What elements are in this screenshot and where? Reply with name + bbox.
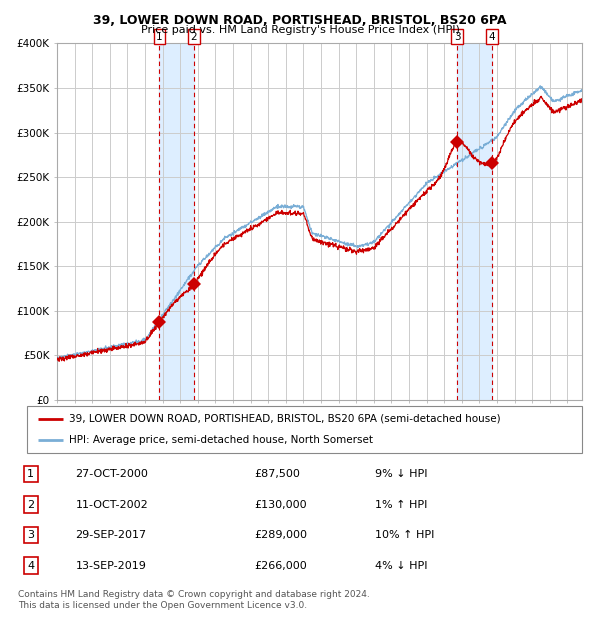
Text: 1% ↑ HPI: 1% ↑ HPI: [375, 500, 427, 510]
Text: This data is licensed under the Open Government Licence v3.0.: This data is licensed under the Open Gov…: [18, 601, 307, 611]
Text: 10% ↑ HPI: 10% ↑ HPI: [375, 530, 434, 540]
Bar: [160, 43, 194, 400]
Text: 3: 3: [27, 530, 34, 540]
Text: 11-OCT-2002: 11-OCT-2002: [76, 500, 148, 510]
Text: 39, LOWER DOWN ROAD, PORTISHEAD, BRISTOL, BS20 6PA (semi-detached house): 39, LOWER DOWN ROAD, PORTISHEAD, BRISTOL…: [68, 414, 500, 423]
FancyBboxPatch shape: [27, 406, 582, 453]
Text: 29-SEP-2017: 29-SEP-2017: [76, 530, 147, 540]
Text: 2: 2: [191, 32, 197, 42]
Text: 1: 1: [156, 32, 163, 42]
Text: Contains HM Land Registry data © Crown copyright and database right 2024.: Contains HM Land Registry data © Crown c…: [18, 590, 370, 600]
Bar: [457, 43, 492, 400]
Text: 9% ↓ HPI: 9% ↓ HPI: [375, 469, 428, 479]
Text: £289,000: £289,000: [254, 530, 307, 540]
Text: 3: 3: [454, 32, 461, 42]
Text: Price paid vs. HM Land Registry's House Price Index (HPI): Price paid vs. HM Land Registry's House …: [140, 25, 460, 35]
Text: 2: 2: [27, 500, 34, 510]
Text: 27-OCT-2000: 27-OCT-2000: [76, 469, 148, 479]
Text: £87,500: £87,500: [254, 469, 300, 479]
Text: 4: 4: [27, 560, 34, 570]
Text: 4% ↓ HPI: 4% ↓ HPI: [375, 560, 428, 570]
Text: 1: 1: [27, 469, 34, 479]
Text: £130,000: £130,000: [254, 500, 307, 510]
Text: 13-SEP-2019: 13-SEP-2019: [76, 560, 146, 570]
Text: HPI: Average price, semi-detached house, North Somerset: HPI: Average price, semi-detached house,…: [68, 435, 373, 445]
Text: £266,000: £266,000: [254, 560, 307, 570]
Text: 39, LOWER DOWN ROAD, PORTISHEAD, BRISTOL, BS20 6PA: 39, LOWER DOWN ROAD, PORTISHEAD, BRISTOL…: [93, 14, 507, 27]
Text: 4: 4: [488, 32, 495, 42]
